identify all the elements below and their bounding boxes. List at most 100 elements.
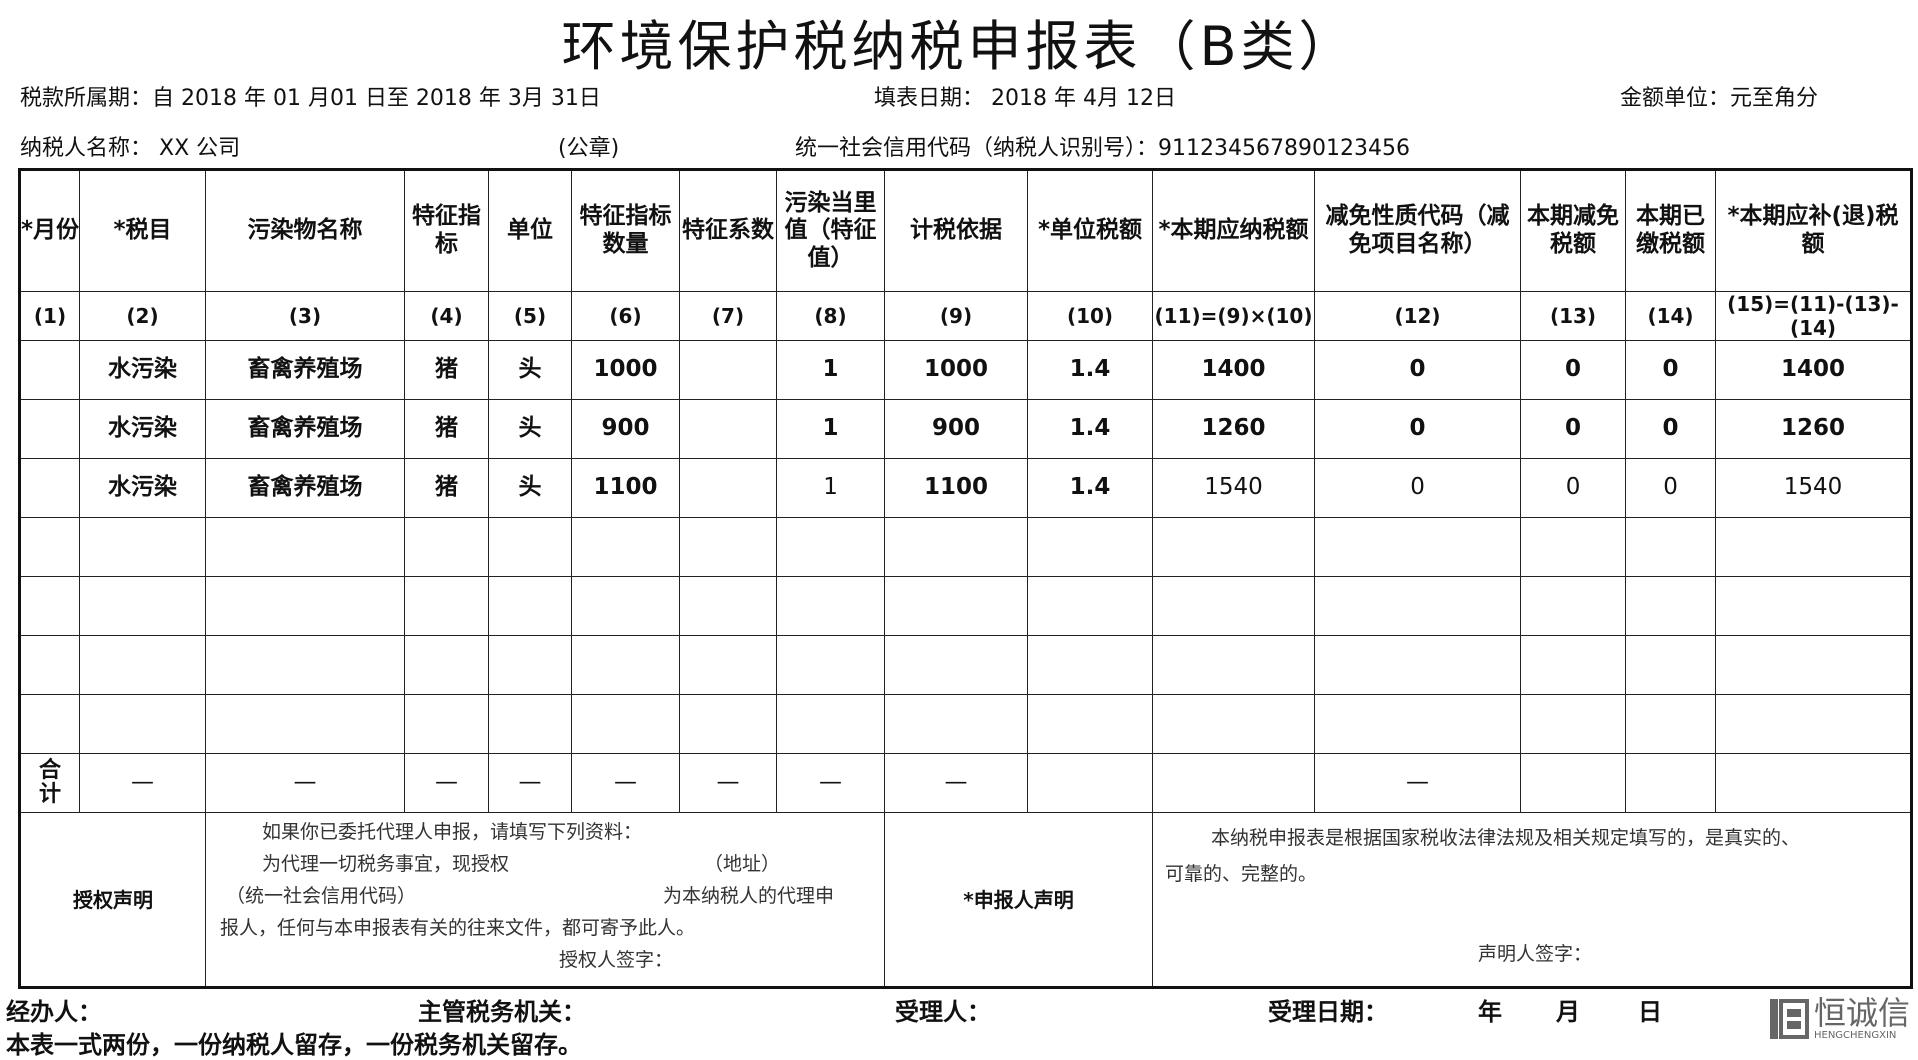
table-cell[interactable]: 畜禽养殖场 xyxy=(205,340,406,400)
table-cell[interactable] xyxy=(571,576,681,636)
table-cell[interactable] xyxy=(79,517,207,577)
table-cell[interactable]: 1 xyxy=(776,399,886,459)
table-cell[interactable]: 1260 xyxy=(1152,399,1316,459)
table-cell[interactable]: 水污染 xyxy=(79,399,207,459)
table-cell[interactable] xyxy=(776,694,886,754)
table-cell[interactable] xyxy=(404,576,490,636)
table-cell[interactable]: 1000 xyxy=(571,340,681,400)
table-cell[interactable]: 900 xyxy=(571,399,681,459)
table-cell[interactable] xyxy=(404,635,490,695)
table-cell[interactable] xyxy=(205,694,406,754)
table-cell[interactable]: 头 xyxy=(488,458,573,518)
table-cell[interactable] xyxy=(679,517,778,577)
table-cell[interactable] xyxy=(679,576,778,636)
table-cell[interactable] xyxy=(679,694,778,754)
table-cell[interactable]: 1.4 xyxy=(1027,340,1154,400)
table-cell[interactable] xyxy=(679,458,778,518)
table-cell[interactable] xyxy=(1715,635,1913,695)
table-cell[interactable]: 0 xyxy=(1520,340,1627,400)
table-cell[interactable]: 1 xyxy=(776,458,886,518)
table-cell[interactable] xyxy=(1314,635,1522,695)
table-cell[interactable]: 0 xyxy=(1625,340,1717,400)
table-cell[interactable] xyxy=(1520,694,1627,754)
table-cell[interactable] xyxy=(1314,517,1522,577)
table-cell[interactable]: 0 xyxy=(1314,340,1522,400)
table-cell[interactable] xyxy=(1314,694,1522,754)
table-cell[interactable] xyxy=(1027,635,1154,695)
table-cell[interactable] xyxy=(1314,576,1522,636)
table-cell[interactable]: 0 xyxy=(1314,458,1522,518)
table-cell[interactable] xyxy=(404,694,490,754)
table-cell[interactable]: 900 xyxy=(884,399,1029,459)
table-cell[interactable] xyxy=(1520,635,1627,695)
table-cell[interactable] xyxy=(488,635,573,695)
table-cell[interactable]: 水污染 xyxy=(79,340,207,400)
table-cell[interactable]: 头 xyxy=(488,399,573,459)
table-cell[interactable]: 1400 xyxy=(1715,340,1913,400)
table-cell[interactable] xyxy=(79,635,207,695)
table-cell[interactable] xyxy=(1715,517,1913,577)
table-cell[interactable]: 1 xyxy=(776,340,886,400)
table-cell[interactable]: 1540 xyxy=(1152,458,1316,518)
table-cell[interactable] xyxy=(79,694,207,754)
table-cell[interactable] xyxy=(1027,576,1154,636)
table-cell[interactable]: 水污染 xyxy=(79,458,207,518)
table-cell[interactable]: 畜禽养殖场 xyxy=(205,458,406,518)
table-cell[interactable] xyxy=(1152,694,1316,754)
table-cell[interactable] xyxy=(884,517,1029,577)
table-cell[interactable] xyxy=(205,517,406,577)
table-cell[interactable]: 1000 xyxy=(884,340,1029,400)
table-cell[interactable] xyxy=(884,635,1029,695)
table-cell[interactable]: 0 xyxy=(1520,458,1627,518)
table-cell[interactable] xyxy=(1625,635,1717,695)
table-cell[interactable] xyxy=(1715,694,1913,754)
table-cell[interactable]: 1100 xyxy=(884,458,1029,518)
table-cell[interactable] xyxy=(1152,576,1316,636)
table-cell[interactable] xyxy=(776,517,886,577)
table-cell[interactable] xyxy=(571,694,681,754)
table-cell[interactable]: 1100 xyxy=(571,458,681,518)
table-cell[interactable] xyxy=(679,340,778,400)
table-cell[interactable] xyxy=(679,399,778,459)
table-cell[interactable]: 头 xyxy=(488,340,573,400)
table-cell[interactable] xyxy=(18,399,81,459)
table-cell[interactable] xyxy=(1520,517,1627,577)
table-cell[interactable]: 猪 xyxy=(404,399,490,459)
table-cell[interactable]: 0 xyxy=(1625,458,1717,518)
table-cell[interactable] xyxy=(776,635,886,695)
table-cell[interactable] xyxy=(79,576,207,636)
table-cell[interactable] xyxy=(18,340,81,400)
table-cell[interactable] xyxy=(1625,694,1717,754)
table-cell[interactable] xyxy=(488,694,573,754)
table-cell[interactable] xyxy=(1027,694,1154,754)
table-cell[interactable] xyxy=(776,576,886,636)
table-cell[interactable] xyxy=(1715,576,1913,636)
table-cell[interactable] xyxy=(205,635,406,695)
table-cell[interactable] xyxy=(884,576,1029,636)
table-cell[interactable] xyxy=(1152,635,1316,695)
table-cell[interactable] xyxy=(1625,517,1717,577)
table-cell[interactable] xyxy=(1625,576,1717,636)
table-cell[interactable]: 0 xyxy=(1625,399,1717,459)
table-cell[interactable] xyxy=(18,517,81,577)
table-cell[interactable]: 0 xyxy=(1520,399,1627,459)
table-cell[interactable]: 1.4 xyxy=(1027,399,1154,459)
table-cell[interactable] xyxy=(1027,517,1154,577)
table-cell[interactable] xyxy=(1152,517,1316,577)
table-cell[interactable]: 0 xyxy=(1314,399,1522,459)
table-cell[interactable] xyxy=(404,517,490,577)
table-cell[interactable]: 猪 xyxy=(404,458,490,518)
table-cell[interactable] xyxy=(488,576,573,636)
table-cell[interactable] xyxy=(18,576,81,636)
table-cell[interactable]: 畜禽养殖场 xyxy=(205,399,406,459)
table-cell[interactable] xyxy=(571,635,681,695)
table-cell[interactable] xyxy=(205,576,406,636)
table-cell[interactable] xyxy=(18,635,81,695)
table-cell[interactable]: 1260 xyxy=(1715,399,1913,459)
table-cell[interactable] xyxy=(1520,576,1627,636)
table-cell[interactable]: 1540 xyxy=(1715,458,1913,518)
table-cell[interactable] xyxy=(571,517,681,577)
table-cell[interactable] xyxy=(18,458,81,518)
table-cell[interactable] xyxy=(18,694,81,754)
table-cell[interactable] xyxy=(679,635,778,695)
